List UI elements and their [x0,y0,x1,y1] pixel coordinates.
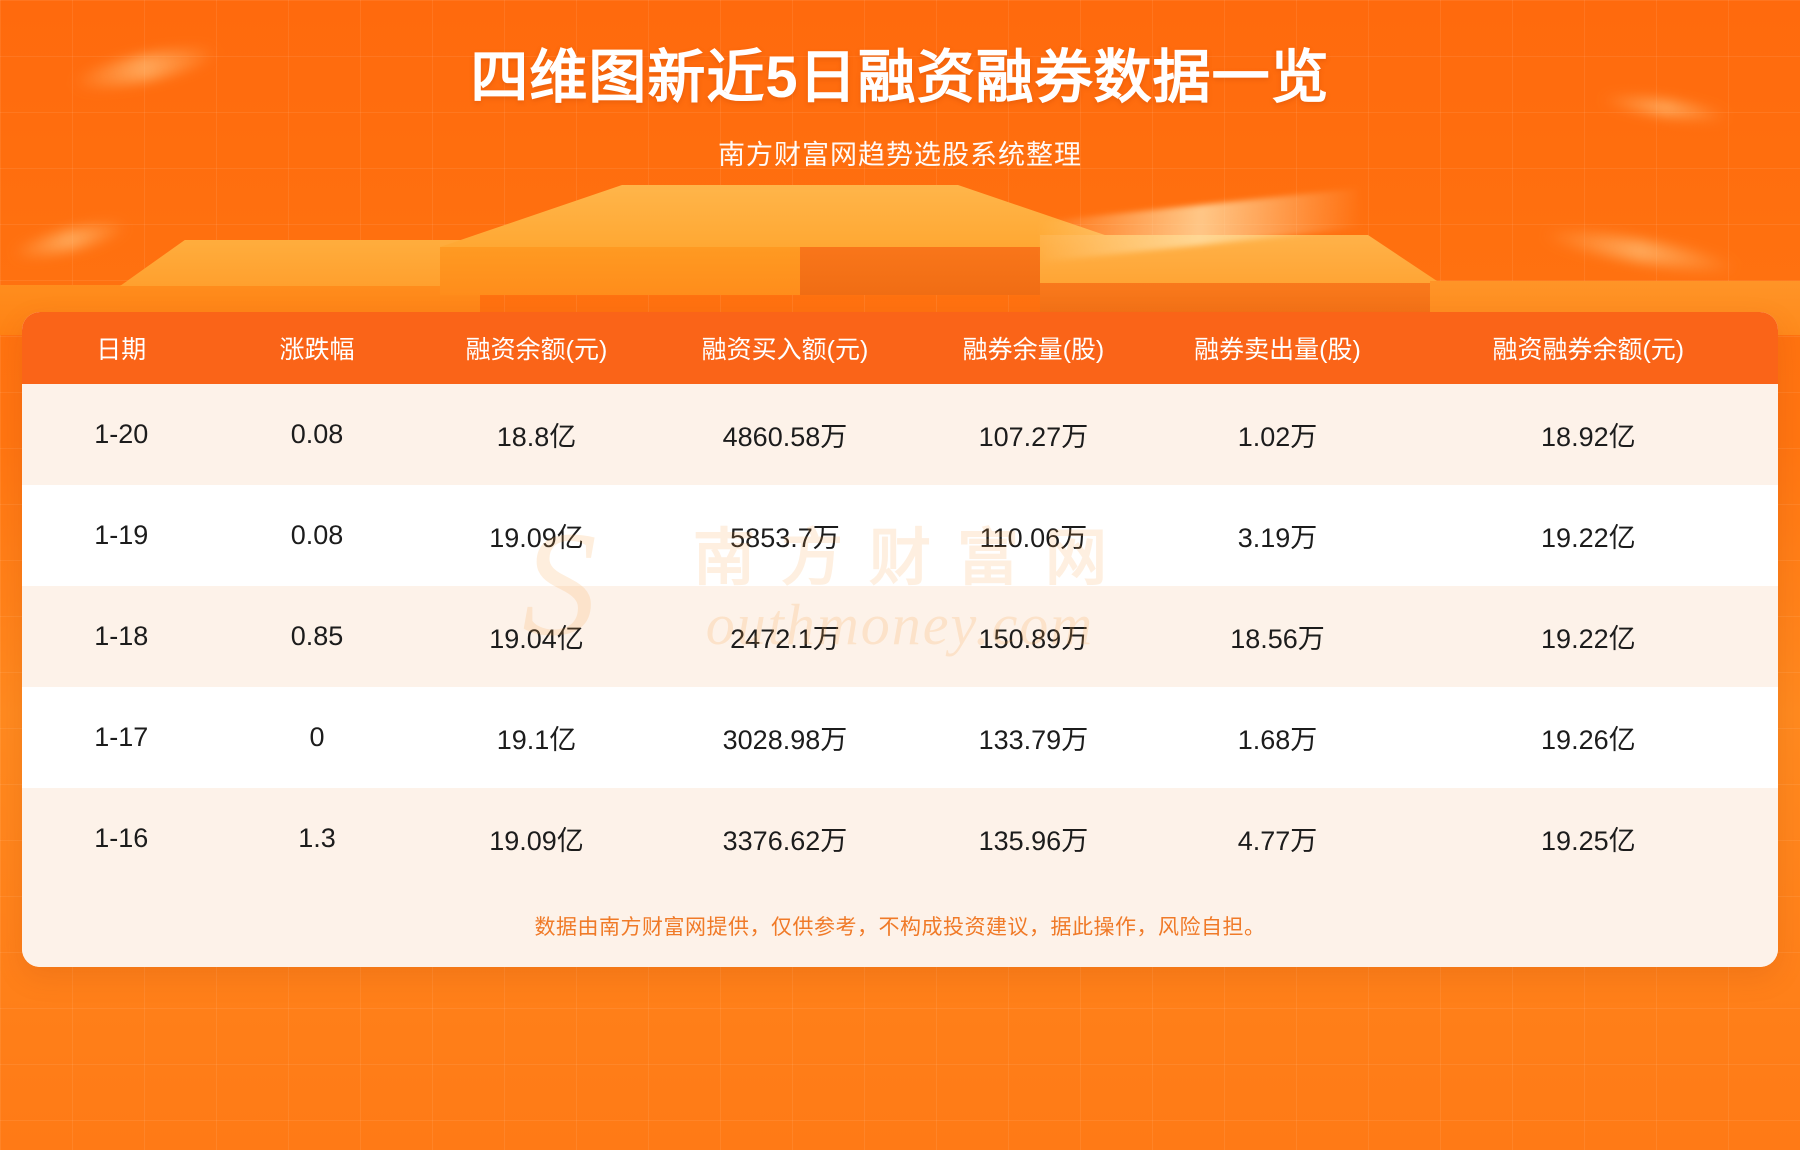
disclaimer-text: 数据由南方财富网提供，仅供参考，不构成投资建议，据此操作，风险自担。 [22,889,1778,967]
cell-total-balance: 19.22亿 [1541,624,1636,654]
table-body: 1-20 0.08 18.8亿 4860.58万 107.27万 1.02万 1… [22,384,1778,889]
cell-lending-balance: 133.79万 [978,725,1089,755]
cell-financing-balance: 18.8亿 [496,422,577,452]
cell-financing-balance: 19.04亿 [489,624,584,654]
page-title: 四维图新近5日融资融券数据一览 [470,45,1330,110]
cell-financing-buy: 5853.7万 [730,523,840,553]
cell-date: 1-17 [94,722,149,752]
podium-block-right-top [1040,235,1440,283]
cell-financing-buy: 3028.98万 [722,725,848,755]
cell-financing-buy: 2472.1万 [730,624,840,654]
table-header: 日期 涨跌幅 融资余额(元) 融资买入额(元) 融券余量(股) 融券卖出量(股)… [22,312,1778,384]
column-header-change: 涨跌幅 [220,312,414,384]
cell-lending-sell: 18.56万 [1230,624,1325,654]
cell-lending-balance: 107.27万 [978,422,1089,452]
column-header-lending-balance: 融券余量(股) [910,312,1157,384]
page-subtitle: 南方财富网趋势选股系统整理 [718,139,1082,170]
column-header-financing-buy: 融资买入额(元) [659,312,911,384]
margin-trading-table: 日期 涨跌幅 融资余额(元) 融资买入额(元) 融券余量(股) 融券卖出量(股)… [22,312,1778,889]
column-header-financing-balance: 融资余额(元) [413,312,660,384]
cell-total-balance: 19.25亿 [1541,826,1636,856]
cell-date: 1-20 [94,419,149,449]
cell-date: 1-19 [94,520,149,550]
cell-lending-balance: 150.89万 [978,624,1089,654]
cell-lending-balance: 110.06万 [979,523,1088,553]
table-row: 1-20 0.08 18.8亿 4860.58万 107.27万 1.02万 1… [22,384,1778,485]
cell-financing-balance: 19.09亿 [489,826,584,856]
header: 四维图新近5日融资融券数据一览 南方财富网趋势选股系统整理 [0,0,1800,172]
cell-total-balance: 18.92亿 [1541,422,1636,452]
cell-total-balance: 19.22亿 [1541,523,1636,553]
podium-block-center-face [440,247,1140,295]
light-streak-decoration [9,215,131,265]
podium-block-small [530,227,582,255]
cell-lending-balance: 135.96万 [978,826,1089,856]
table-row: 1-19 0.08 19.09亿 5853.7万 110.06万 3.19万 1… [22,485,1778,586]
podium-block-center-right [800,247,1140,295]
table-row: 1-18 0.85 19.04亿 2472.1万 150.89万 18.56万 … [22,586,1778,687]
cell-lending-sell: 1.02万 [1237,422,1318,452]
cell-lending-sell: 1.68万 [1237,725,1318,755]
column-header-lending-sell: 融券卖出量(股) [1156,312,1399,384]
cell-financing-buy: 4860.58万 [722,422,848,452]
cell-financing-balance: 19.09亿 [489,523,584,553]
light-streak-decoration [1539,222,1741,280]
cell-date: 1-16 [94,823,149,853]
cell-change: 0.85 [290,621,344,651]
cell-change: 1.3 [298,823,336,853]
cell-lending-sell: 4.77万 [1237,826,1318,856]
cell-change: 0.08 [290,520,344,550]
cell-financing-buy: 3376.62万 [722,826,848,856]
cell-date: 1-18 [94,621,149,651]
table-row: 1-16 1.3 19.09亿 3376.62万 135.96万 4.77万 1… [22,788,1778,889]
podium-sheen [1038,188,1362,262]
data-card: S 南方财富网 outhmoney.com 日期 涨跌幅 融资余额(元) 融资买… [22,312,1778,967]
table-row: 1-17 0 19.1亿 3028.98万 133.79万 1.68万 19.2… [22,687,1778,788]
cell-lending-sell: 3.19万 [1237,523,1318,553]
podium-block-left-top [120,240,480,286]
column-header-total-balance: 融资融券余额(元) [1398,312,1778,384]
column-header-date: 日期 [22,312,221,384]
podium-block-center-top [440,185,1140,247]
cell-total-balance: 19.26亿 [1541,725,1636,755]
table-header-row: 日期 涨跌幅 融资余额(元) 融资买入额(元) 融券余量(股) 融券卖出量(股)… [22,312,1778,384]
cell-change: 0.08 [290,419,344,449]
cell-change: 0 [309,722,325,752]
cell-financing-balance: 19.1亿 [496,725,577,755]
